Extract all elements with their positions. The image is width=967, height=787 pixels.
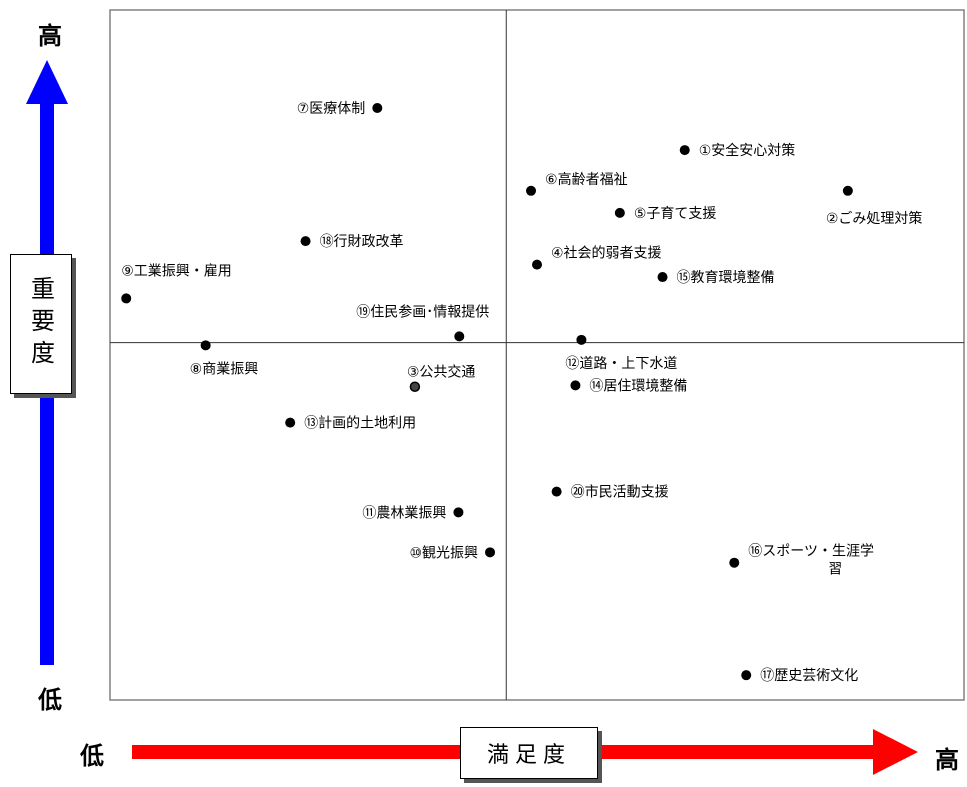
data-point-label: ⑫道路・上下水道 xyxy=(565,356,677,372)
data-point-group: ⑰歴史芸術文化 xyxy=(741,668,858,684)
data-point-group: ⑮教育環境整備 xyxy=(657,270,775,286)
data-point-marker xyxy=(532,259,542,270)
data-point-marker xyxy=(614,207,625,218)
data-point-group: ⑭居住環境整備 xyxy=(570,378,687,394)
data-point-group: ⑳市民活動支援 xyxy=(551,484,669,501)
data-point-marker xyxy=(842,185,853,196)
data-point-group: ④社会的弱者支援 xyxy=(532,246,662,270)
y-axis-low-label: 低 xyxy=(38,686,62,714)
data-point-label: ⑮教育環境整備 xyxy=(677,270,775,286)
data-point-marker xyxy=(454,331,465,342)
data-point-marker xyxy=(526,185,537,196)
data-point-marker xyxy=(409,381,421,392)
data-point-marker xyxy=(285,417,296,428)
data-point-label: ⑨工業振興・雇用 xyxy=(121,262,232,279)
data-point-label: ③公共交通 xyxy=(407,364,476,381)
data-point-marker xyxy=(741,670,752,681)
plot-frame xyxy=(109,9,965,701)
data-point-group: ⑦医療体制 xyxy=(297,100,383,117)
data-point-marker xyxy=(485,547,496,558)
data-point-label: ⑪農林業振興 xyxy=(362,505,446,521)
data-point-label: ⑯スポーツ・生涯学習 xyxy=(748,544,874,578)
data-point-marker xyxy=(372,102,383,113)
data-point-group: ③公共交通 xyxy=(407,364,476,392)
data-point-label: ①安全安心対策 xyxy=(699,142,796,159)
data-point-label-line: ⑯スポーツ・生涯学 xyxy=(748,544,874,560)
data-point-marker xyxy=(576,334,587,345)
data-point-label: ⑦医療体制 xyxy=(297,100,366,117)
x-axis-high-label: 高 xyxy=(935,746,959,774)
y-axis-high-label: 高 xyxy=(38,22,62,50)
x-axis-arrow-head xyxy=(873,729,918,775)
data-point-group: ⑲住民参画･情報提供 xyxy=(356,303,489,342)
data-point-group: ⑱行財政改革 xyxy=(300,234,404,250)
x-axis-low-label: 低 xyxy=(80,742,104,770)
data-point-label: ④社会的弱者支援 xyxy=(551,246,662,262)
data-point-marker xyxy=(729,557,740,568)
x-axis-label: 満足度 xyxy=(486,743,571,768)
data-point-marker xyxy=(121,293,132,304)
data-point-group: ⑫道路・上下水道 xyxy=(565,334,677,372)
data-point-label: ⑬計画的土地利用 xyxy=(304,416,416,432)
data-point-marker xyxy=(200,340,211,351)
data-point-label: ⑲住民参画･情報提供 xyxy=(356,303,489,320)
y-axis-label-box: 重要度 xyxy=(10,254,72,394)
data-point-group: ⑪農林業振興 xyxy=(362,505,464,521)
data-point-label: ⑤子育て支援 xyxy=(634,206,717,222)
data-point-group: ①安全安心対策 xyxy=(679,142,796,159)
data-point-group: ⑩観光振興 xyxy=(409,544,496,561)
data-point-label: ⑧商業振興 xyxy=(190,361,259,377)
y-axis-label: 重要度 xyxy=(26,276,55,372)
data-point-label: ②ごみ処理対策 xyxy=(826,210,923,227)
data-point-marker xyxy=(551,486,562,497)
data-point-marker xyxy=(453,507,464,518)
data-point-label: ⑱行財政改革 xyxy=(320,234,404,250)
data-point-label: ⑰歴史芸術文化 xyxy=(760,668,858,684)
data-point-marker xyxy=(300,236,311,247)
data-point-group: ⑤子育て支援 xyxy=(614,206,717,222)
data-point-group: ⑨工業振興・雇用 xyxy=(121,262,232,304)
data-point-group: ⑯スポーツ・生涯学習 xyxy=(729,544,874,578)
data-point-label-line: 習 xyxy=(828,562,842,578)
x-axis-label-box: 満足度 xyxy=(460,727,598,779)
data-point-marker xyxy=(679,145,690,156)
data-point-group: ⑧商業振興 xyxy=(190,340,259,377)
data-point-group: ⑥高齢者福祉 xyxy=(526,171,628,196)
data-point-group: ②ごみ処理対策 xyxy=(826,185,923,227)
data-point-marker xyxy=(570,380,581,391)
data-point-group: ⑬計画的土地利用 xyxy=(285,416,416,432)
data-point-label: ⑭居住環境整備 xyxy=(589,378,687,394)
data-point-label: ⑥高齢者福祉 xyxy=(545,171,628,188)
data-point-label: ⑳市民活動支援 xyxy=(571,484,669,501)
y-axis-arrow-head xyxy=(26,60,68,104)
data-point-label: ⑩観光振興 xyxy=(409,544,478,561)
data-point-marker xyxy=(657,272,668,283)
